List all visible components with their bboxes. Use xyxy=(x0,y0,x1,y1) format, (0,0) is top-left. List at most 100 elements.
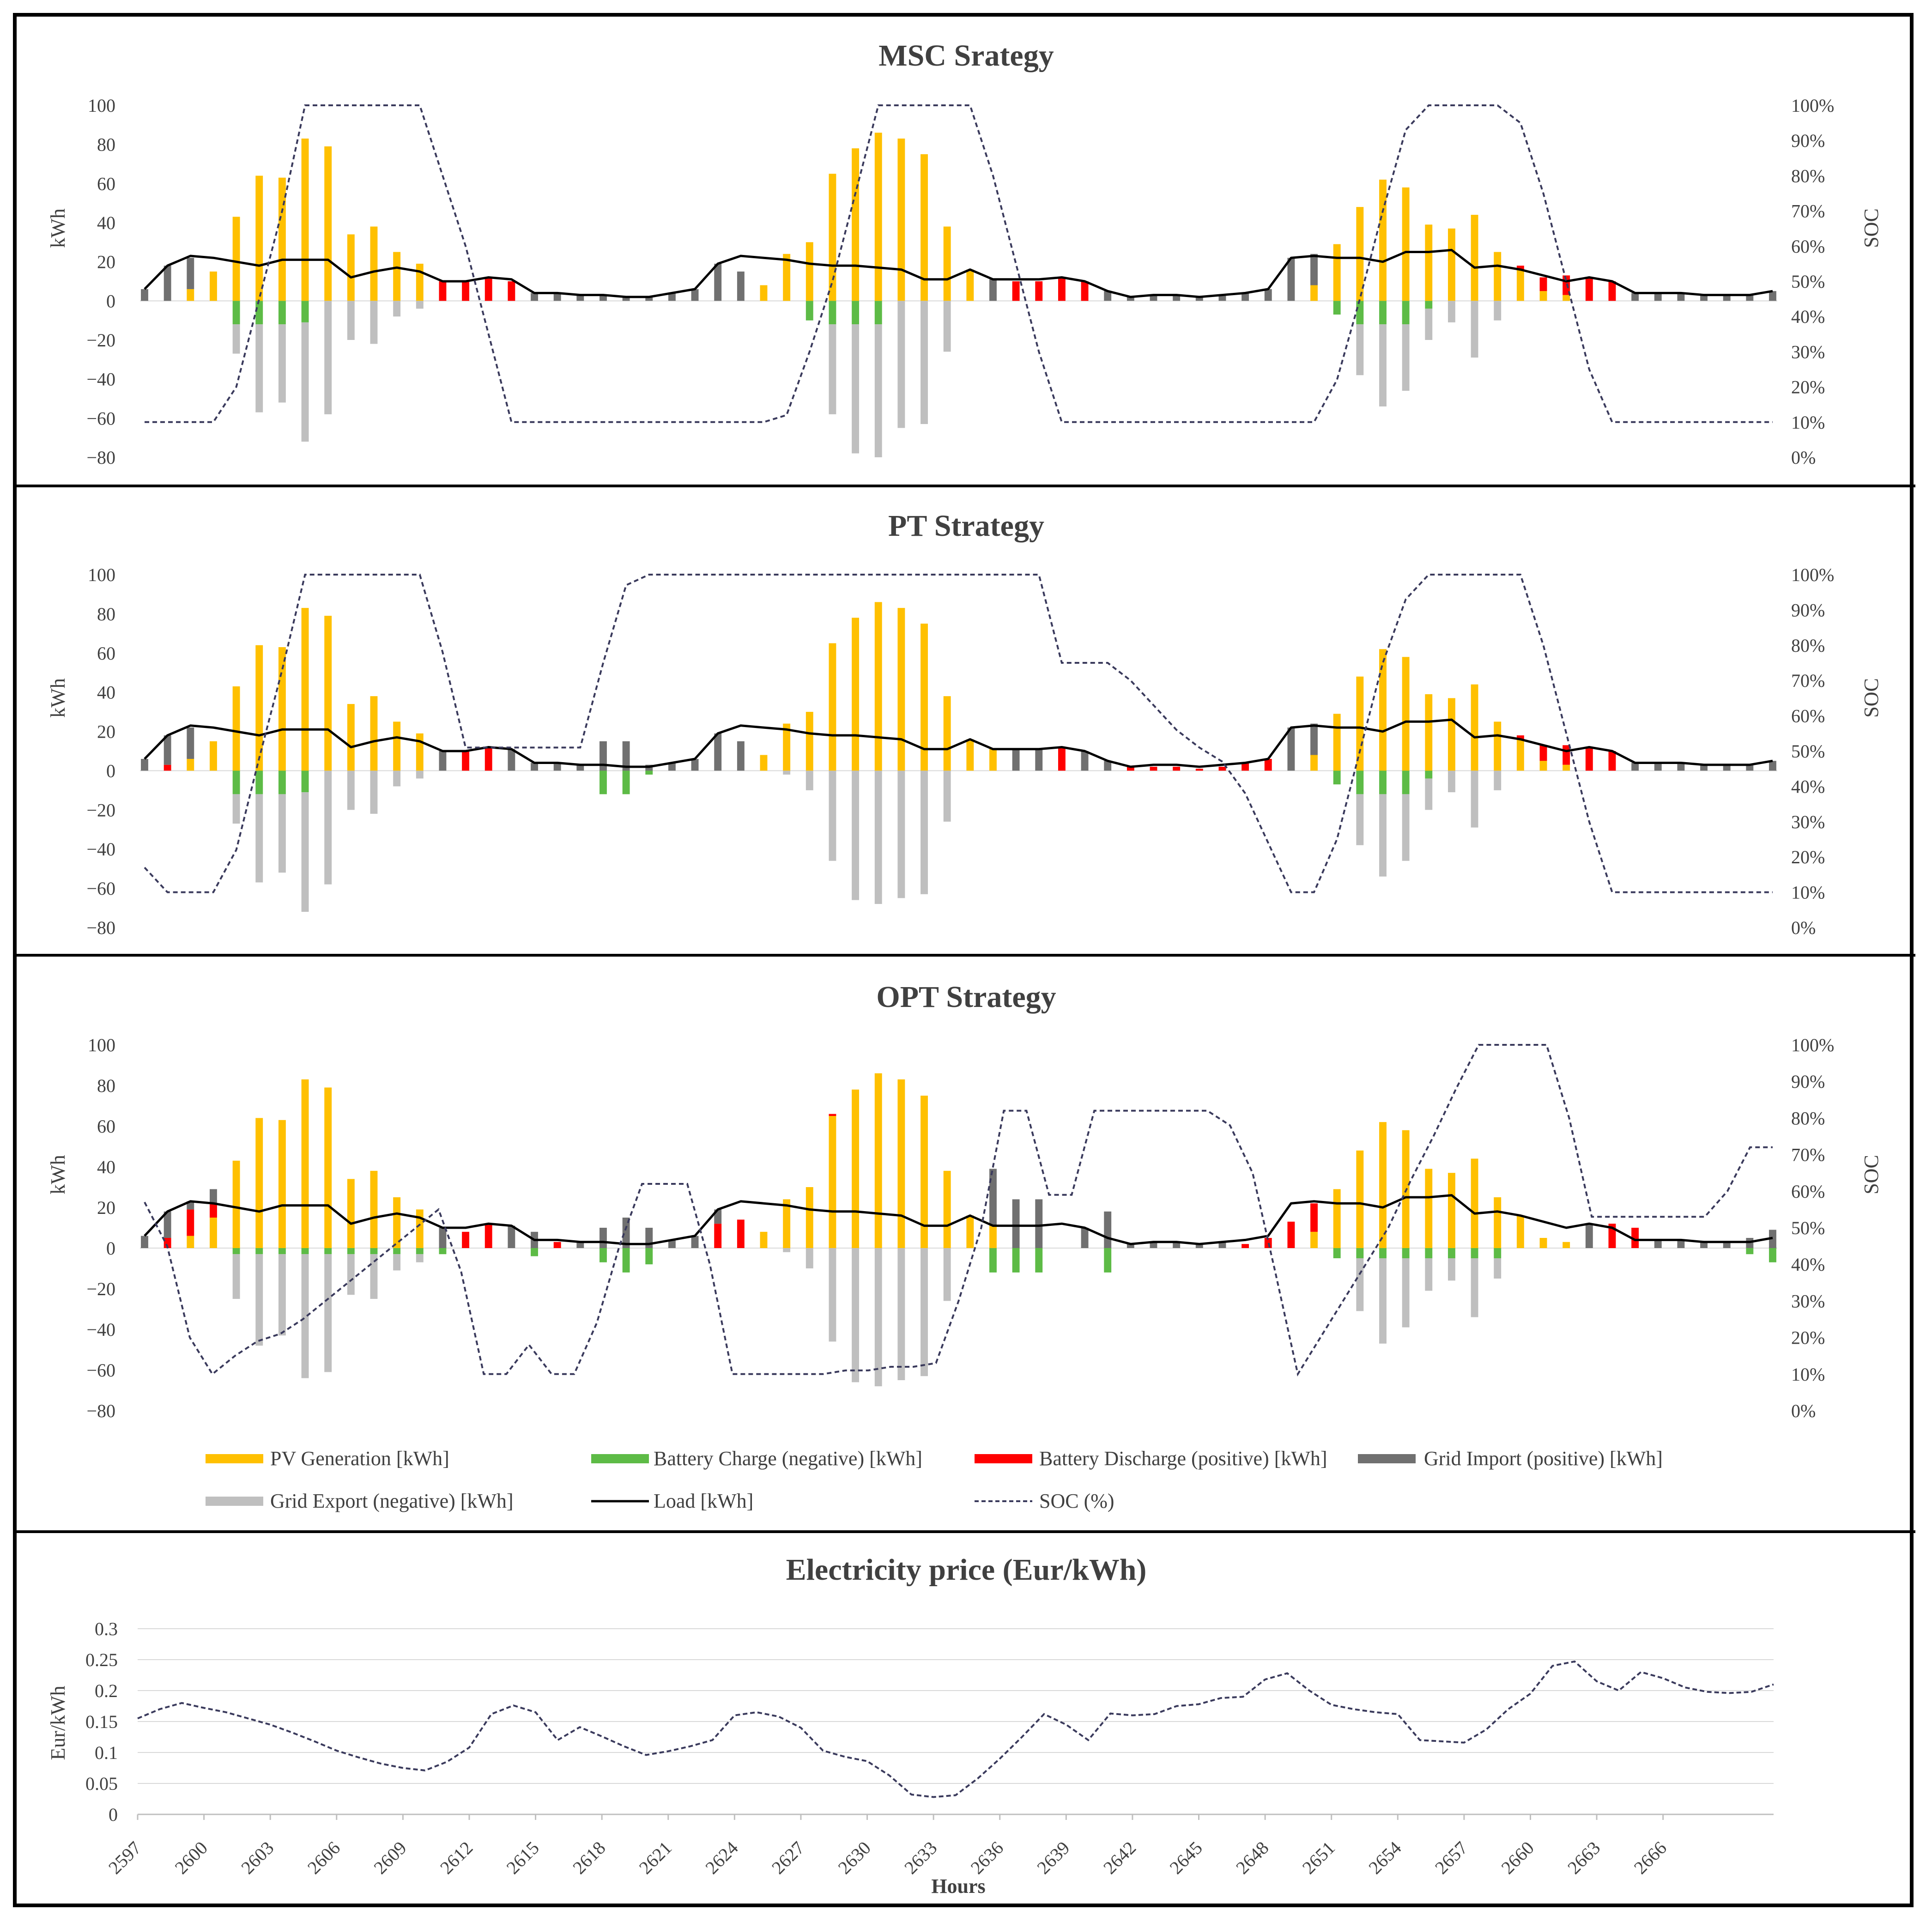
bar-discharge xyxy=(164,1238,171,1248)
bar-discharge xyxy=(1081,281,1089,301)
bar-pv xyxy=(210,741,217,771)
y2-tick-label: 40% xyxy=(1791,306,1825,327)
bar-pv xyxy=(966,1215,974,1248)
x-tick-label: 2603 xyxy=(237,1837,278,1878)
bar-import xyxy=(1081,751,1089,771)
bar-pv xyxy=(943,1170,951,1248)
bar-charge xyxy=(1012,1248,1020,1273)
legend-swatch-export xyxy=(206,1497,263,1506)
legend-label-discharge: Battery Discharge (positive) [kWh] xyxy=(1039,1447,1327,1470)
bar-discharge xyxy=(1126,766,1134,771)
soc-line xyxy=(144,1044,1773,1377)
bar-export xyxy=(806,770,813,790)
y-tick-label: −80 xyxy=(86,447,115,468)
bar-discharge xyxy=(1516,735,1524,740)
bar-charge xyxy=(370,1248,378,1255)
bar-export xyxy=(393,1254,401,1271)
y-tick-label: 0.2 xyxy=(95,1680,118,1701)
bar-pv xyxy=(921,154,928,301)
y2-tick-label: 50% xyxy=(1791,741,1825,762)
bar-pv xyxy=(1447,228,1455,301)
y-tick-label: 40 xyxy=(97,1157,115,1177)
bar-pv xyxy=(1425,694,1433,771)
y2-tick-label: 0% xyxy=(1791,917,1816,938)
bar-charge xyxy=(232,301,240,325)
bar-discharge xyxy=(462,751,470,771)
bar-charge xyxy=(1746,1248,1754,1255)
y-tick-label: −60 xyxy=(86,1360,115,1381)
bar-import xyxy=(576,1242,584,1248)
bar-import xyxy=(600,1228,607,1248)
bar-export xyxy=(783,1248,791,1252)
y2-tick-label: 60% xyxy=(1791,706,1825,727)
bar-import xyxy=(691,289,699,301)
bar-import xyxy=(1631,763,1639,771)
bar-pv xyxy=(897,1079,905,1248)
bar-pv xyxy=(393,1197,401,1248)
bar-charge xyxy=(1425,1248,1433,1258)
bar-pv xyxy=(301,138,309,301)
bar-export xyxy=(852,1248,860,1382)
y-tick-label: −80 xyxy=(86,917,115,938)
bar-charge xyxy=(439,1248,447,1255)
bar-export xyxy=(943,770,951,822)
bar-pv xyxy=(921,1096,928,1248)
bar-pv xyxy=(921,624,928,771)
y-tick-label: 0.15 xyxy=(85,1711,118,1732)
bar-import xyxy=(1746,295,1754,301)
bar-charge xyxy=(1769,1248,1776,1262)
bar-pv xyxy=(806,712,813,771)
y2-tick-label: 20% xyxy=(1791,847,1825,867)
bar-pv xyxy=(393,252,401,301)
price-line xyxy=(137,1660,1774,1798)
y-tick-label: 100 xyxy=(88,1035,115,1055)
bar-export xyxy=(416,1254,424,1262)
bar-export xyxy=(301,792,309,912)
bar-pv xyxy=(829,174,836,301)
bar-import xyxy=(622,297,630,301)
bar-import xyxy=(1723,764,1731,771)
y-tick-label: 40 xyxy=(97,212,115,233)
x-tick-label: 2660 xyxy=(1497,1837,1538,1878)
bar-pv xyxy=(347,1179,355,1248)
bar-export xyxy=(324,1254,332,1372)
bar-import xyxy=(1242,293,1249,301)
bar-discharge xyxy=(1585,277,1593,301)
bar-export xyxy=(1402,794,1410,861)
y-tick-label: 80 xyxy=(97,134,115,155)
bar-charge xyxy=(1494,1248,1502,1258)
y2-tick-label: 90% xyxy=(1791,600,1825,620)
bar-import xyxy=(600,741,607,771)
bar-export xyxy=(393,770,401,787)
bar-export xyxy=(324,770,332,885)
x-tick-label: 2615 xyxy=(503,1837,543,1878)
bar-charge xyxy=(1333,301,1341,315)
bar-charge xyxy=(989,1248,997,1273)
bar-pv xyxy=(1471,215,1478,301)
bar-import xyxy=(531,763,538,771)
bar-pv xyxy=(416,263,424,301)
bar-export xyxy=(1425,1258,1433,1291)
bar-export xyxy=(278,1254,286,1336)
soc-line xyxy=(145,104,1773,423)
y2-tick-label: 10% xyxy=(1791,412,1825,433)
bar-charge xyxy=(1104,1248,1112,1273)
bar-discharge xyxy=(829,1114,836,1116)
bar-export xyxy=(1425,309,1433,340)
bar-export xyxy=(897,770,905,898)
bar-export xyxy=(1494,301,1502,321)
bar-pv xyxy=(760,755,768,771)
bar-pv xyxy=(1425,1169,1433,1248)
bar-export xyxy=(783,770,791,775)
bar-pv xyxy=(1447,698,1455,771)
y-tick-label: 0.05 xyxy=(85,1773,118,1794)
bar-discharge xyxy=(1058,277,1066,301)
y-tick-label: 60 xyxy=(97,643,115,664)
bar-charge xyxy=(622,770,630,794)
bar-import xyxy=(1035,749,1043,771)
bar-pv xyxy=(210,1218,217,1248)
bar-import xyxy=(553,763,561,771)
y2-tick-label: 50% xyxy=(1791,271,1825,292)
legend: PV Generation [kWh] Battery Charge (nega… xyxy=(206,1447,1663,1512)
bar-export xyxy=(1379,794,1387,877)
